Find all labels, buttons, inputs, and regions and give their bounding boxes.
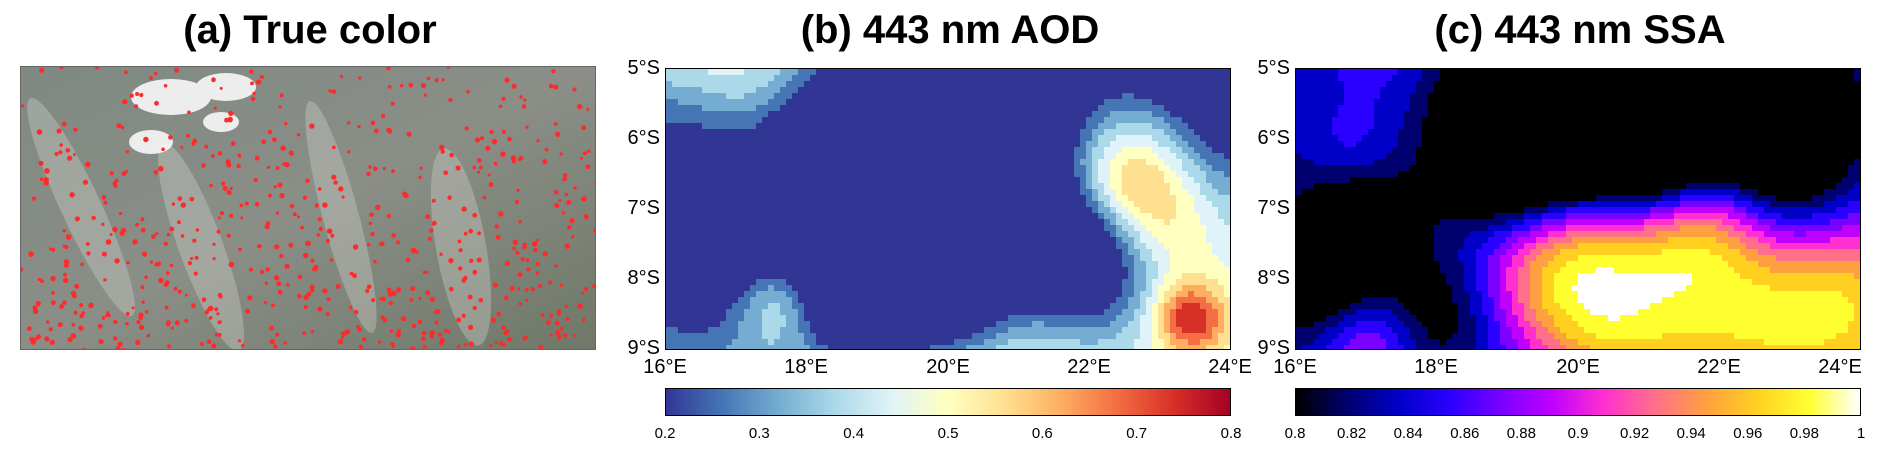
c-lon-tick: 20°E (1556, 356, 1600, 378)
ssa-colorbar-tick: 0.84 (1393, 425, 1423, 442)
c-lon-tick: 16°E (1273, 356, 1317, 378)
b-lon-tick: 16°E (643, 356, 687, 378)
b-lon-tick: 22°E (1067, 356, 1111, 378)
ssa-colorbar-tick: 0.82 (1336, 425, 1367, 442)
b-lon-tick: 18°E (784, 356, 828, 378)
b-lat-tick: 5°S (627, 57, 660, 79)
panel-a-title: (a) True color (183, 8, 437, 52)
aod-colorbar-tick: 0.2 (654, 425, 676, 442)
ssa-colorbar-tick: 0.88 (1506, 425, 1536, 442)
fire-dots (21, 67, 595, 349)
ssa-map (1295, 68, 1861, 350)
b-lat-tick: 9°S (627, 337, 660, 359)
ssa-colorbar (1295, 388, 1861, 416)
aod-colorbar-tick: 0.3 (748, 425, 770, 442)
c-lon-tick: 24°E (1818, 356, 1862, 378)
true-color-image (20, 66, 596, 350)
ssa-colorbar-tick: 0.8 (1284, 425, 1306, 442)
b-lat-tick: 7°S (627, 197, 660, 219)
ssa-colorbar-tick: 1 (1856, 425, 1866, 442)
b-lon-tick: 20°E (926, 356, 970, 378)
c-lat-tick: 9°S (1257, 337, 1290, 359)
ssa-colorbar-tick: 0.86 (1450, 425, 1480, 442)
aod-colorbar-tick: 0.6 (1031, 425, 1053, 442)
ssa-colorbar-tick: 0.94 (1676, 425, 1706, 442)
aod-colorbar-tick: 0.4 (843, 425, 865, 442)
b-lat-tick: 6°S (627, 127, 660, 149)
aod-colorbar (665, 388, 1231, 416)
c-lat-tick: 6°S (1257, 127, 1290, 149)
c-lat-tick: 8°S (1257, 267, 1290, 289)
aod-colorbar-tick: 0.5 (937, 425, 959, 442)
ssa-colorbar-tick: 0.9 (1567, 425, 1589, 442)
b-lon-tick: 24°E (1208, 356, 1252, 378)
c-lon-tick: 18°E (1414, 356, 1458, 378)
ssa-colorbar-tick: 0.96 (1733, 425, 1763, 442)
ssa-colorbar-tick: 0.92 (1619, 425, 1650, 442)
panel-b-title: (b) 443 nm AOD (800, 8, 1100, 52)
aod-colorbar-tick: 0.7 (1126, 425, 1148, 442)
c-lon-tick: 22°E (1697, 356, 1741, 378)
aod-colorbar-tick: 0.8 (1220, 425, 1242, 442)
c-lat-tick: 7°S (1257, 197, 1290, 219)
c-lat-tick: 5°S (1257, 57, 1290, 79)
panel-c-title: (c) 443 nm SSA (1434, 8, 1726, 52)
b-lat-tick: 8°S (627, 267, 660, 289)
ssa-colorbar-tick: 0.98 (1789, 425, 1819, 442)
aod-map (665, 68, 1231, 350)
